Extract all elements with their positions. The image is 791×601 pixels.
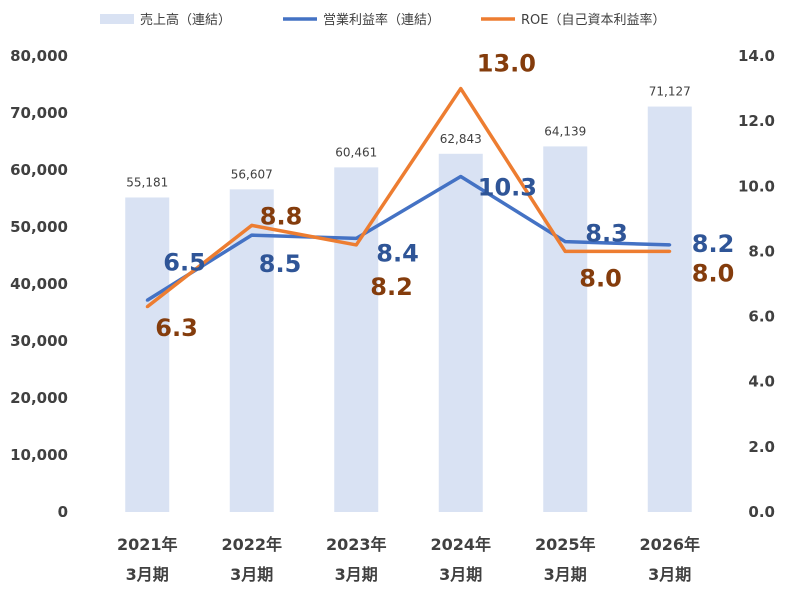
left-tick-label: 50,000 [10, 218, 68, 236]
bar-data-label: 64,139 [544, 124, 586, 138]
category-label: 3月期 [439, 565, 482, 584]
category-label: 2022年 [221, 535, 282, 554]
category-label: 3月期 [126, 565, 169, 584]
right-tick-label: 6.0 [748, 308, 775, 326]
line-data-label: 8.2 [692, 230, 735, 258]
bar [438, 153, 483, 512]
category-label: 2024年 [430, 535, 491, 554]
series-line [146, 174, 670, 302]
bar-labels: 55,181 56,607 60,461 62,843 64,139 71,127 [126, 85, 691, 190]
category-axis: 2021年 3月期 2022年 3月期 2023年 3月期 2024年 3月期 2025年 3月期… [117, 535, 700, 584]
right-tick-label: 0.0 [748, 503, 775, 521]
bar-data-label: 60,461 [335, 145, 377, 159]
line-data-label: 13.0 [477, 50, 536, 78]
series-point [563, 249, 567, 253]
series-point [668, 249, 672, 253]
left-tick-label: 80,000 [10, 47, 68, 65]
left-tick-label: 0 [58, 503, 68, 521]
lines [145, 86, 672, 309]
bar-data-label: 71,127 [649, 85, 691, 99]
bar [647, 106, 692, 512]
bar [543, 146, 588, 512]
bar [125, 197, 170, 512]
series-point [250, 233, 254, 237]
category-label: 3月期 [335, 565, 378, 584]
left-tick-label: 30,000 [10, 332, 68, 350]
line-data-label: 8.0 [579, 264, 622, 292]
legend-label: 営業利益率（連結） [323, 12, 440, 28]
series-point [354, 236, 358, 240]
series-point [250, 223, 254, 227]
right-tick-label: 2.0 [748, 438, 775, 456]
series-point [145, 298, 149, 302]
right-tick-label: 14.0 [738, 47, 775, 65]
series-point [459, 175, 463, 179]
right-tick-label: 10.0 [738, 177, 775, 195]
line-data-label: 8.3 [585, 220, 628, 248]
line-data-label: 8.5 [259, 250, 302, 278]
category-label: 3月期 [544, 565, 587, 584]
line-data-label: 10.3 [478, 174, 537, 202]
bar-data-label: 56,607 [231, 167, 273, 181]
right-axis: 0.0 2.0 4.0 6.0 8.0 10.0 12.0 14.0 [738, 47, 775, 521]
category-label: 2026年 [639, 535, 700, 554]
line-data-label: 8.4 [376, 239, 419, 267]
left-tick-label: 40,000 [10, 275, 68, 293]
series-point [145, 305, 149, 309]
legend-swatch-bar [100, 14, 134, 24]
legend-label: 売上高（連結） [140, 12, 231, 28]
left-tick-label: 60,000 [10, 161, 68, 179]
category-label: 2021年 [117, 535, 178, 554]
line-labels: 6.5 8.5 8.4 10.3 8.3 8.2 6.3 8.8 8.2 13.0 8.0 8.0 [155, 50, 734, 342]
bar-data-label: 62,843 [440, 132, 482, 146]
category-label: 3月期 [648, 565, 691, 584]
legend-label: ROE（自己資本利益率） [521, 12, 665, 28]
right-tick-label: 8.0 [748, 242, 775, 260]
left-tick-label: 70,000 [10, 104, 68, 122]
left-tick-label: 20,000 [10, 389, 68, 407]
line-data-label: 8.0 [692, 259, 735, 287]
left-axis: 0 10,000 20,000 30,000 40,000 50,000 60,000 70,… [10, 47, 68, 521]
right-tick-label: 4.0 [748, 373, 775, 391]
line-data-label: 6.3 [155, 314, 198, 342]
category-label: 3月期 [230, 565, 273, 584]
category-label: 2025年 [535, 535, 596, 554]
bar-data-label: 55,181 [126, 175, 168, 189]
line-data-label: 6.5 [163, 248, 206, 276]
left-tick-label: 10,000 [10, 446, 68, 464]
series-point [668, 243, 672, 247]
legend: 売上高（連結） 営業利益率（連結） ROE（自己資本利益率） [100, 12, 665, 28]
category-label: 2023年 [326, 535, 387, 554]
line-data-label: 8.8 [260, 202, 303, 230]
right-tick-label: 12.0 [738, 112, 775, 130]
line-data-label: 8.2 [370, 273, 413, 301]
series-point [354, 243, 358, 247]
series-line [146, 86, 670, 309]
series-point [563, 240, 567, 244]
series-point [459, 87, 463, 91]
